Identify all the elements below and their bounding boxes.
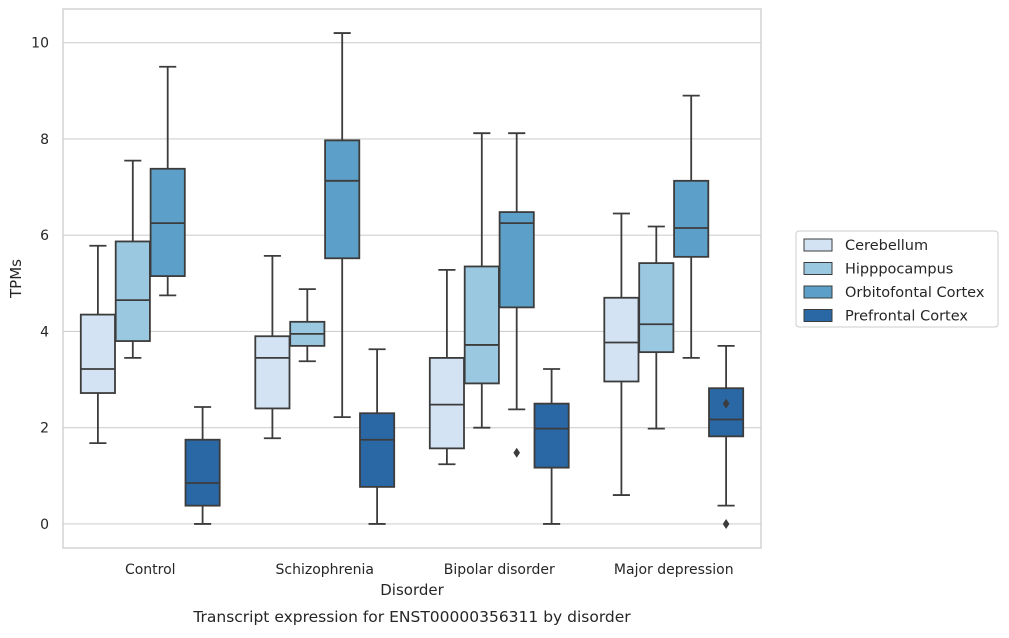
- x-tick-label: Control: [125, 562, 176, 578]
- y-tick-label: 8: [40, 132, 49, 148]
- x-tick-label: Major depression: [614, 562, 734, 578]
- y-tick-label: 4: [40, 324, 49, 340]
- legend-label: Orbitofontal Cortex: [845, 285, 985, 301]
- y-tick-label: 6: [40, 228, 49, 244]
- box-iqr: [184, 438, 221, 507]
- box-iqr: [533, 402, 570, 469]
- box-3-1: [359, 348, 396, 525]
- outlier-point: [513, 447, 520, 458]
- outlier-point: [722, 398, 730, 409]
- box-iqr: [254, 335, 291, 410]
- box-iqr: [324, 139, 361, 260]
- x-tick-labels: Control Schizophrenia Bipolar disorder Majo…: [125, 562, 734, 578]
- y-axis-label: TPMs: [7, 259, 25, 299]
- legend-label: Hipppocampus: [845, 262, 953, 278]
- x-tick-label: Schizophrenia: [276, 562, 374, 578]
- box-2-1: [324, 32, 361, 419]
- plot-frame: [62, 8, 762, 549]
- y-tick-label: 10: [31, 36, 49, 52]
- chart-caption: Transcript expression for ENST0000035631…: [192, 608, 631, 626]
- box-0-3: [603, 212, 640, 496]
- legend-swatch: [803, 238, 833, 252]
- outlier-point: [722, 518, 730, 529]
- box-iqr: [708, 387, 745, 438]
- box-iqr: [498, 211, 535, 309]
- box-iqr: [463, 265, 500, 385]
- x-axis-label: Disorder: [380, 581, 444, 599]
- legend-frame: [795, 230, 999, 328]
- box-2-2: [498, 132, 535, 458]
- box-0-1: [254, 254, 291, 440]
- box-iqr: [114, 240, 151, 342]
- legend: Cerebellum Hipppocampus Orbitofontal Corte…: [795, 230, 999, 328]
- box-1-3: [638, 225, 675, 430]
- box-3-2: [533, 368, 570, 525]
- x-tick-label: Bipolar disorder: [444, 562, 555, 578]
- legend-label: Cerebellum: [845, 238, 928, 254]
- box-iqr: [428, 357, 465, 450]
- y-tick-label: 2: [40, 421, 49, 437]
- box-2-3: [673, 94, 710, 359]
- box-1-1: [289, 288, 326, 363]
- box-0-0: [79, 244, 116, 444]
- box-3-0: [184, 406, 221, 525]
- legend-swatch: [803, 309, 833, 322]
- legend-label: Prefrontal Cortex: [845, 309, 968, 325]
- box-1-2: [463, 132, 500, 429]
- box-3-3: [708, 344, 745, 529]
- box-iqr: [359, 412, 396, 488]
- box-groups: [79, 32, 745, 529]
- box-iqr: [79, 313, 116, 394]
- y-tick-label: 0: [40, 517, 49, 533]
- y-tick-labels: 0 2 4 6 8 10: [31, 36, 49, 533]
- box-1-0: [114, 159, 151, 359]
- box-2-0: [149, 65, 186, 297]
- legend-swatch: [803, 262, 833, 275]
- box-0-2: [428, 268, 465, 466]
- box-iqr: [603, 296, 640, 383]
- box-iqr: [673, 179, 710, 258]
- legend-swatch: [803, 285, 833, 299]
- box-iqr: [638, 262, 675, 354]
